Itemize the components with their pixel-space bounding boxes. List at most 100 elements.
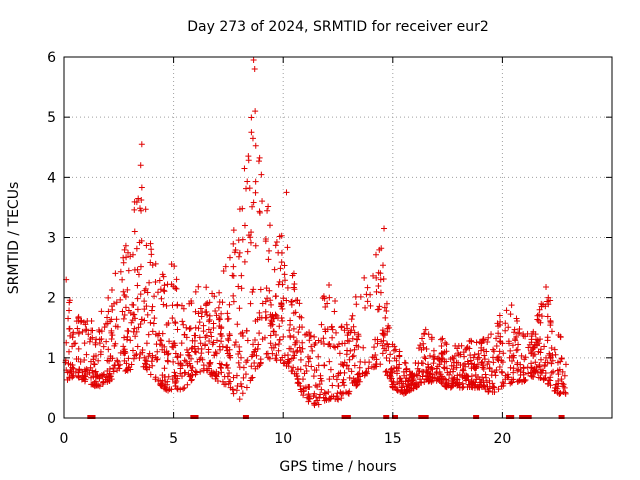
data-point <box>558 355 565 362</box>
data-point <box>536 311 543 318</box>
data-point <box>245 232 252 239</box>
data-point <box>147 319 154 326</box>
data-point <box>268 318 275 325</box>
data-point <box>355 331 362 338</box>
data-point <box>88 374 95 381</box>
data-point <box>268 301 275 308</box>
data-point <box>528 333 535 340</box>
data-point <box>127 253 134 260</box>
data-point <box>272 293 279 300</box>
data-point <box>562 390 569 397</box>
data-point <box>243 384 250 391</box>
data-point <box>281 262 288 269</box>
data-point-outlier <box>248 129 255 136</box>
zero-value-marker <box>508 415 515 419</box>
data-point <box>284 284 291 291</box>
zero-value-marker <box>418 415 425 419</box>
data-point <box>329 334 336 341</box>
data-point <box>177 361 184 368</box>
data-point <box>522 354 529 361</box>
data-point <box>480 382 487 389</box>
data-point <box>83 366 90 373</box>
data-point <box>266 287 273 294</box>
data-point <box>355 371 362 378</box>
data-point <box>73 355 80 362</box>
data-point <box>88 381 95 388</box>
data-point <box>110 300 117 307</box>
data-point <box>233 387 240 394</box>
data-point <box>438 354 445 361</box>
data-point <box>325 396 332 403</box>
data-point <box>210 325 217 332</box>
data-point <box>164 281 171 288</box>
data-point <box>284 244 291 251</box>
data-point <box>120 259 127 266</box>
data-point <box>533 339 540 346</box>
data-point <box>183 334 190 341</box>
data-point <box>157 286 164 293</box>
data-point <box>257 286 264 293</box>
data-point <box>160 287 167 294</box>
data-point <box>143 340 150 347</box>
data-point <box>226 369 233 376</box>
data-point <box>370 364 377 371</box>
data-point <box>235 350 242 357</box>
data-point-outlier <box>138 141 145 148</box>
data-point <box>104 367 111 374</box>
data-point <box>273 239 280 246</box>
data-point <box>238 285 245 292</box>
data-point <box>230 263 237 270</box>
data-point <box>146 364 153 371</box>
data-point <box>474 356 481 363</box>
data-point <box>107 353 114 360</box>
data-point <box>226 332 233 339</box>
data-point <box>144 289 151 296</box>
data-point <box>219 299 226 306</box>
data-point <box>147 240 154 247</box>
data-point <box>66 307 73 314</box>
data-point <box>283 297 290 304</box>
data-point <box>240 364 247 371</box>
data-point <box>112 340 119 347</box>
data-point <box>343 389 350 396</box>
data-point <box>178 373 185 380</box>
data-point <box>541 375 548 382</box>
data-point <box>74 325 81 332</box>
data-point <box>468 338 475 345</box>
data-point <box>272 355 279 362</box>
data-point <box>548 344 555 351</box>
data-point <box>92 382 99 389</box>
data-point <box>381 304 388 311</box>
data-point <box>330 393 337 400</box>
data-point <box>232 247 239 254</box>
data-point <box>117 349 124 356</box>
data-point <box>503 307 510 314</box>
data-point <box>112 270 119 277</box>
data-point <box>287 321 294 328</box>
data-point-outlier <box>283 189 290 196</box>
data-point <box>192 288 199 295</box>
data-point <box>481 356 488 363</box>
data-point <box>499 359 506 366</box>
data-point <box>173 285 180 292</box>
data-point <box>122 293 129 300</box>
data-point <box>508 379 515 386</box>
zero-value-marker <box>341 415 348 419</box>
data-point <box>212 349 219 356</box>
tick-labels: 0 5 10 15 20 0 1 2 3 4 5 6 <box>47 50 511 447</box>
data-point <box>371 344 378 351</box>
data-point <box>454 350 461 357</box>
data-point <box>502 320 509 327</box>
data-point <box>546 352 553 359</box>
data-point <box>109 306 116 313</box>
data-point <box>293 338 300 345</box>
data-point <box>512 337 519 344</box>
data-point <box>244 248 251 255</box>
data-point <box>195 310 202 317</box>
data-point <box>294 297 301 304</box>
data-point <box>130 311 137 318</box>
data-point <box>152 354 159 361</box>
data-point <box>281 359 288 366</box>
data-point <box>302 362 309 369</box>
data-point-outlier <box>252 108 259 115</box>
